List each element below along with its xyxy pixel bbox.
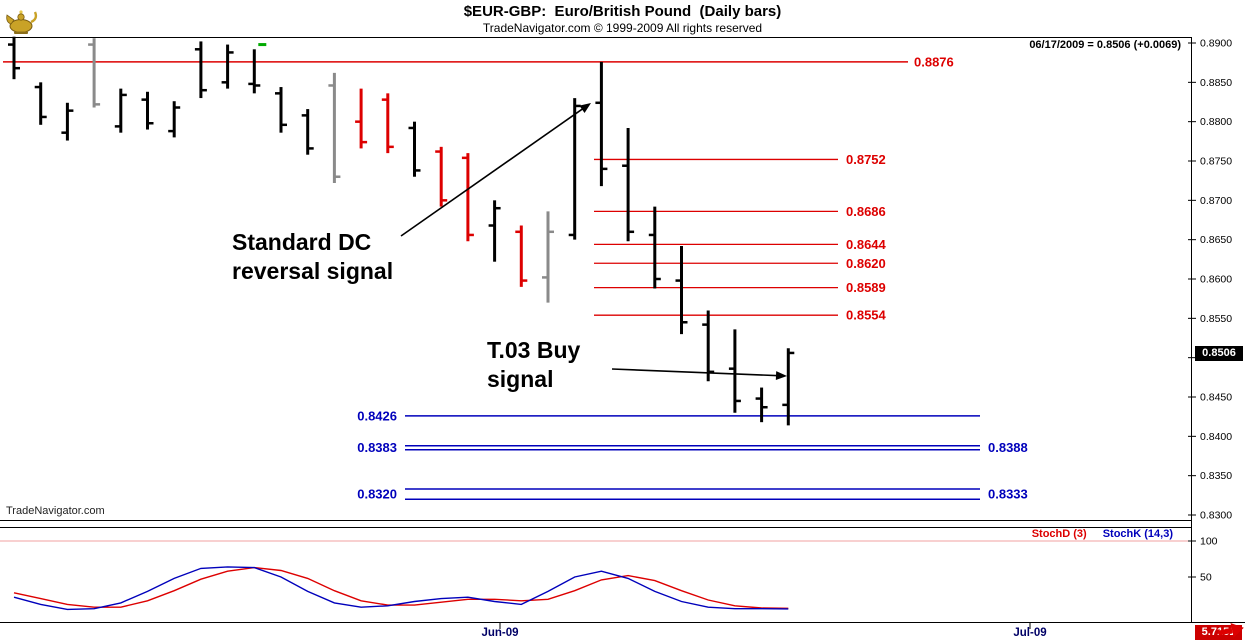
watermark-text: TradeNavigator.com <box>6 505 105 517</box>
price-axis-label: 0.8400 <box>1200 431 1232 443</box>
swing-level-label: 0.8686 <box>846 204 886 219</box>
annotation-arrow-line <box>400 106 585 237</box>
price-axis-label: 0.8450 <box>1200 392 1232 404</box>
price-axis-label: 0.8650 <box>1200 234 1232 246</box>
annotation-standard-dc-reversal: Standard DC reversal signal <box>232 229 394 285</box>
price-axis-label: 0.8350 <box>1200 470 1232 482</box>
annotation-t03-buy-signal: T.03 Buy signal <box>487 337 581 393</box>
legend-stochk-label: StochK (14,3) <box>1102 528 1173 540</box>
annotation-arrowhead <box>579 103 591 113</box>
annotation-arrow-line <box>611 368 780 377</box>
support-label-left: 0.8383 <box>357 440 397 455</box>
month-label: Jun-09 <box>481 627 518 639</box>
swing-level-label: 0.8554 <box>846 308 887 323</box>
stoch-axis-label: 50 <box>1200 572 1212 584</box>
support-label-right: 0.8333 <box>988 487 1028 502</box>
price-axis-label: 0.8550 <box>1200 313 1232 325</box>
stoch-line <box>13 566 789 611</box>
support-label-left: 0.8320 <box>357 487 397 502</box>
copyright-text: TradeNavigator.com © 1999-2009 All right… <box>482 21 763 35</box>
stoch-axis-label: 100 <box>1200 536 1218 548</box>
support-label-right: 0.8388 <box>988 440 1028 455</box>
quote-readout: 06/17/2009 = 0.8506 (+0.0069) <box>1029 39 1181 51</box>
current-price-box: 0.8506 <box>1195 346 1243 361</box>
scroll-right-arrow-icon[interactable] <box>1215 617 1245 640</box>
annotation-arrowhead <box>775 371 787 381</box>
price-axis-label: 0.8800 <box>1200 116 1232 128</box>
price-axis-label: 0.8900 <box>1200 38 1232 50</box>
swing-level-label: 0.8620 <box>846 256 886 271</box>
swing-level-label: 0.8644 <box>846 237 887 252</box>
price-axis-label: 0.8300 <box>1200 510 1232 522</box>
swing-level-label: 0.8752 <box>846 152 886 167</box>
indicator-legend: StochD (3) StochK (14,3) <box>1032 528 1173 540</box>
price-axis-label: 0.8700 <box>1200 195 1232 207</box>
chart-title: $EUR-GBP: Euro/British Pound (Daily bars… <box>463 3 782 20</box>
price-axis-label: 0.8600 <box>1200 274 1232 286</box>
swing-level-label: 0.8589 <box>846 280 886 295</box>
gold-lamp-logo-icon <box>4 2 38 36</box>
price-axis-label: 0.8750 <box>1200 156 1232 168</box>
month-label: Jul-09 <box>1013 627 1046 639</box>
resistance-label: 0.8876 <box>914 54 954 69</box>
stoch-line <box>13 566 789 609</box>
legend-stochd-label: StochD (3) <box>1031 528 1087 540</box>
support-label-left: 0.8426 <box>357 408 397 423</box>
price-axis-label: 0.8850 <box>1200 77 1232 89</box>
